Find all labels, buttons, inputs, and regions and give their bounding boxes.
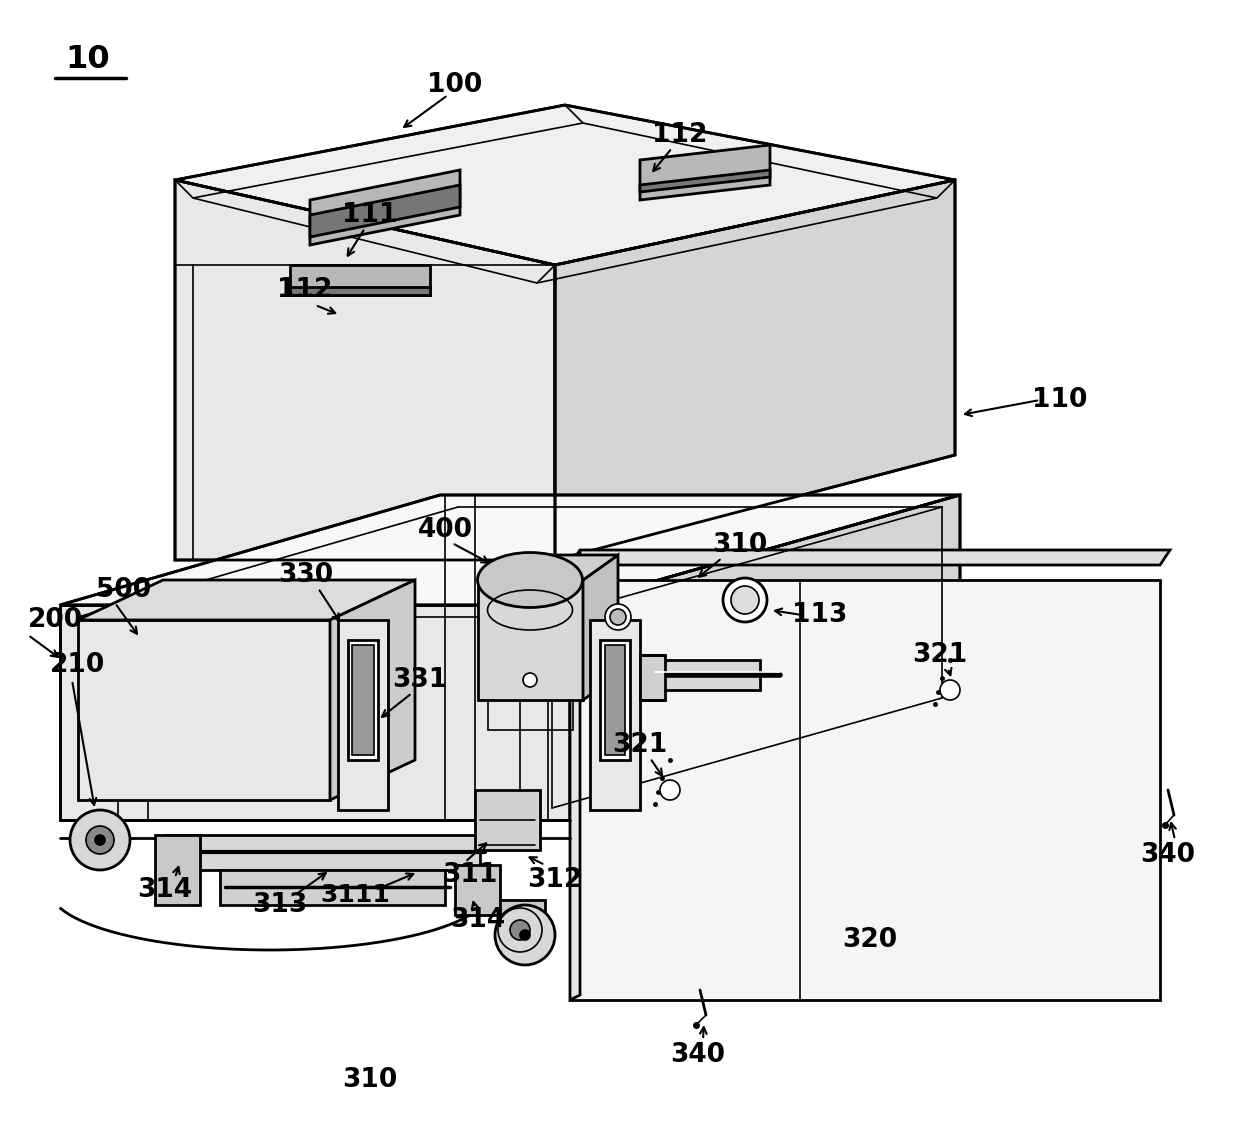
Circle shape (86, 826, 114, 854)
Polygon shape (175, 105, 955, 264)
Text: 321: 321 (913, 642, 967, 668)
Polygon shape (600, 640, 630, 760)
Circle shape (723, 578, 768, 622)
Text: 313: 313 (253, 891, 308, 918)
Text: 111: 111 (342, 202, 398, 228)
Polygon shape (500, 899, 546, 945)
Polygon shape (310, 185, 460, 237)
Circle shape (732, 586, 759, 614)
Text: 310: 310 (712, 532, 768, 557)
Circle shape (498, 907, 542, 952)
Text: 3111: 3111 (320, 884, 389, 907)
Circle shape (660, 780, 680, 800)
Polygon shape (219, 870, 445, 905)
Polygon shape (583, 555, 618, 700)
Polygon shape (290, 287, 430, 295)
Text: 320: 320 (842, 927, 898, 953)
Polygon shape (60, 605, 570, 820)
Polygon shape (650, 660, 760, 690)
Polygon shape (455, 865, 500, 915)
Circle shape (69, 811, 130, 870)
Text: 110: 110 (1033, 386, 1087, 413)
Polygon shape (339, 620, 388, 811)
Text: 310: 310 (342, 1067, 398, 1093)
Text: 100: 100 (428, 72, 482, 98)
Circle shape (940, 679, 960, 700)
Polygon shape (330, 580, 415, 800)
Polygon shape (570, 495, 960, 820)
Polygon shape (640, 170, 770, 192)
Text: 200: 200 (29, 606, 83, 633)
Polygon shape (175, 180, 556, 560)
Polygon shape (477, 555, 618, 580)
Text: 10: 10 (66, 44, 110, 75)
Circle shape (523, 673, 537, 687)
Circle shape (520, 930, 529, 940)
Polygon shape (310, 170, 460, 245)
Polygon shape (477, 580, 583, 700)
Text: 400: 400 (418, 518, 472, 543)
Polygon shape (605, 645, 625, 755)
Polygon shape (556, 180, 955, 560)
Text: 314: 314 (138, 877, 192, 903)
Polygon shape (78, 620, 330, 800)
Circle shape (495, 905, 556, 964)
Text: 112: 112 (278, 277, 332, 303)
Text: 340: 340 (1140, 842, 1195, 868)
Text: 113: 113 (792, 602, 848, 628)
Polygon shape (640, 656, 665, 700)
Text: 311: 311 (443, 862, 497, 888)
Polygon shape (570, 580, 1159, 1000)
Polygon shape (60, 495, 960, 605)
Text: 340: 340 (671, 1042, 725, 1068)
Text: 331: 331 (392, 667, 448, 693)
Circle shape (511, 921, 539, 948)
Polygon shape (165, 834, 480, 870)
Text: 112: 112 (652, 122, 708, 148)
Polygon shape (475, 790, 539, 850)
Text: 321: 321 (613, 732, 667, 758)
Circle shape (605, 604, 631, 630)
Circle shape (95, 834, 105, 845)
Polygon shape (570, 549, 1171, 565)
Text: 312: 312 (527, 868, 583, 893)
Text: 330: 330 (279, 562, 334, 588)
Polygon shape (348, 640, 378, 760)
Polygon shape (590, 620, 640, 811)
Ellipse shape (477, 553, 583, 608)
Text: 500: 500 (95, 577, 151, 603)
Text: 210: 210 (50, 652, 105, 678)
Polygon shape (352, 645, 374, 755)
Polygon shape (78, 580, 415, 620)
Polygon shape (290, 264, 430, 295)
Polygon shape (155, 834, 200, 905)
Circle shape (510, 920, 529, 940)
Polygon shape (570, 549, 580, 1000)
Circle shape (610, 609, 626, 625)
Polygon shape (640, 145, 770, 200)
Text: 314: 314 (450, 907, 506, 933)
